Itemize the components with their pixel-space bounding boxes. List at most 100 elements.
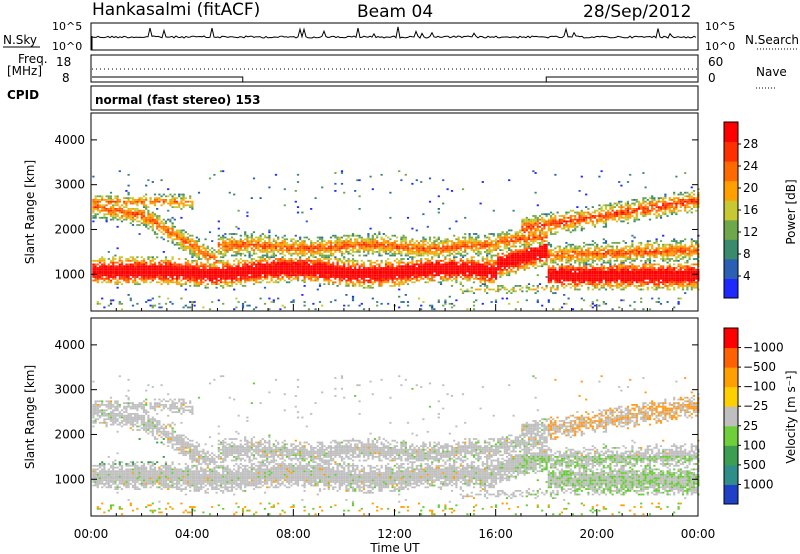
power-cell xyxy=(268,240,271,242)
power-cell xyxy=(246,240,249,242)
power-cell xyxy=(257,263,260,266)
power-cell xyxy=(180,231,183,234)
power-cell xyxy=(118,206,121,208)
power-cell xyxy=(204,272,207,275)
power-cell xyxy=(230,245,234,248)
power-cell xyxy=(453,254,456,257)
power-cell xyxy=(538,259,542,262)
power-cell xyxy=(351,265,355,268)
power-cell xyxy=(398,276,401,278)
power-cell xyxy=(453,304,456,307)
power-cell xyxy=(219,259,223,262)
power-cell xyxy=(393,243,396,246)
power-cell xyxy=(552,227,555,230)
power-cell xyxy=(329,263,333,266)
power-cell xyxy=(545,261,548,264)
power-cell xyxy=(321,256,324,259)
power-cell xyxy=(169,279,172,282)
power-cell xyxy=(475,261,478,264)
power-cell xyxy=(492,288,495,291)
power-cell xyxy=(131,211,135,214)
power-cell xyxy=(318,249,322,251)
power-cell xyxy=(167,261,170,264)
power-cell xyxy=(532,236,535,239)
power-cell xyxy=(362,276,366,278)
power-cell xyxy=(351,270,355,273)
power-cell xyxy=(369,286,372,289)
power-cell xyxy=(171,279,174,282)
power-cell xyxy=(162,261,165,264)
power-cell xyxy=(514,259,517,262)
power-cell xyxy=(127,259,130,262)
power-cell xyxy=(479,281,482,284)
power-cell xyxy=(299,236,302,239)
power-cell xyxy=(162,267,165,269)
power-cell xyxy=(175,242,179,244)
power-cell xyxy=(422,238,425,241)
power-cell xyxy=(567,283,570,285)
power-cell xyxy=(340,240,344,242)
power-cell xyxy=(481,263,484,266)
power-cell xyxy=(233,243,236,246)
power-cell xyxy=(230,265,234,268)
power-cell xyxy=(136,220,139,223)
power-cell xyxy=(461,277,465,280)
power-cell xyxy=(334,240,337,242)
power-cell xyxy=(406,252,410,255)
power-cell xyxy=(382,267,385,269)
power-cell xyxy=(455,247,458,250)
power-cell xyxy=(193,249,196,251)
power-cell xyxy=(274,272,278,275)
power-cell xyxy=(129,211,132,214)
power-cell xyxy=(114,200,117,203)
power-cell xyxy=(523,251,526,253)
power-cell xyxy=(94,206,97,208)
power-cell xyxy=(175,283,179,285)
power-cell xyxy=(127,208,130,210)
power-cell xyxy=(545,234,548,237)
power-cell xyxy=(466,277,469,280)
power-cell xyxy=(186,276,190,278)
power-cell xyxy=(191,238,194,241)
power-cell xyxy=(402,274,405,277)
power-cell xyxy=(492,270,495,273)
power-cell xyxy=(549,270,553,273)
power-cell xyxy=(475,272,478,275)
power-cell xyxy=(277,274,280,277)
power-cell xyxy=(310,208,313,210)
power-cell xyxy=(252,261,256,264)
power-cell xyxy=(310,245,313,248)
power-cell xyxy=(151,259,154,262)
power-cell xyxy=(501,236,504,239)
power-cell xyxy=(494,299,498,302)
power-cell xyxy=(266,242,269,244)
power-cell xyxy=(114,281,117,284)
power-cell xyxy=(129,197,132,199)
power-cell xyxy=(167,202,170,205)
power-cell xyxy=(571,222,575,225)
power-cell xyxy=(248,272,251,275)
power-cell xyxy=(391,276,394,278)
power-cell xyxy=(230,274,234,277)
power-cell xyxy=(162,229,165,232)
power-cell xyxy=(134,268,137,271)
power-cell xyxy=(527,261,531,264)
power-cell xyxy=(217,274,220,277)
power-cell xyxy=(103,204,106,207)
power-cell xyxy=(314,270,317,273)
power-cell xyxy=(105,195,108,198)
power-cell xyxy=(494,242,498,244)
power-cell xyxy=(263,243,267,246)
power-cell xyxy=(400,277,403,280)
power-cell xyxy=(149,304,152,307)
power-cell xyxy=(523,218,526,221)
power-cell xyxy=(237,249,240,251)
power-cell xyxy=(259,243,262,246)
power-cell xyxy=(343,272,346,275)
power-cell xyxy=(532,288,535,291)
cpid-text: normal (fast stereo) 153 xyxy=(95,93,261,107)
power-cell xyxy=(329,254,333,257)
power-cell xyxy=(362,281,366,284)
power-cell xyxy=(301,268,304,271)
power-cell xyxy=(336,274,339,277)
